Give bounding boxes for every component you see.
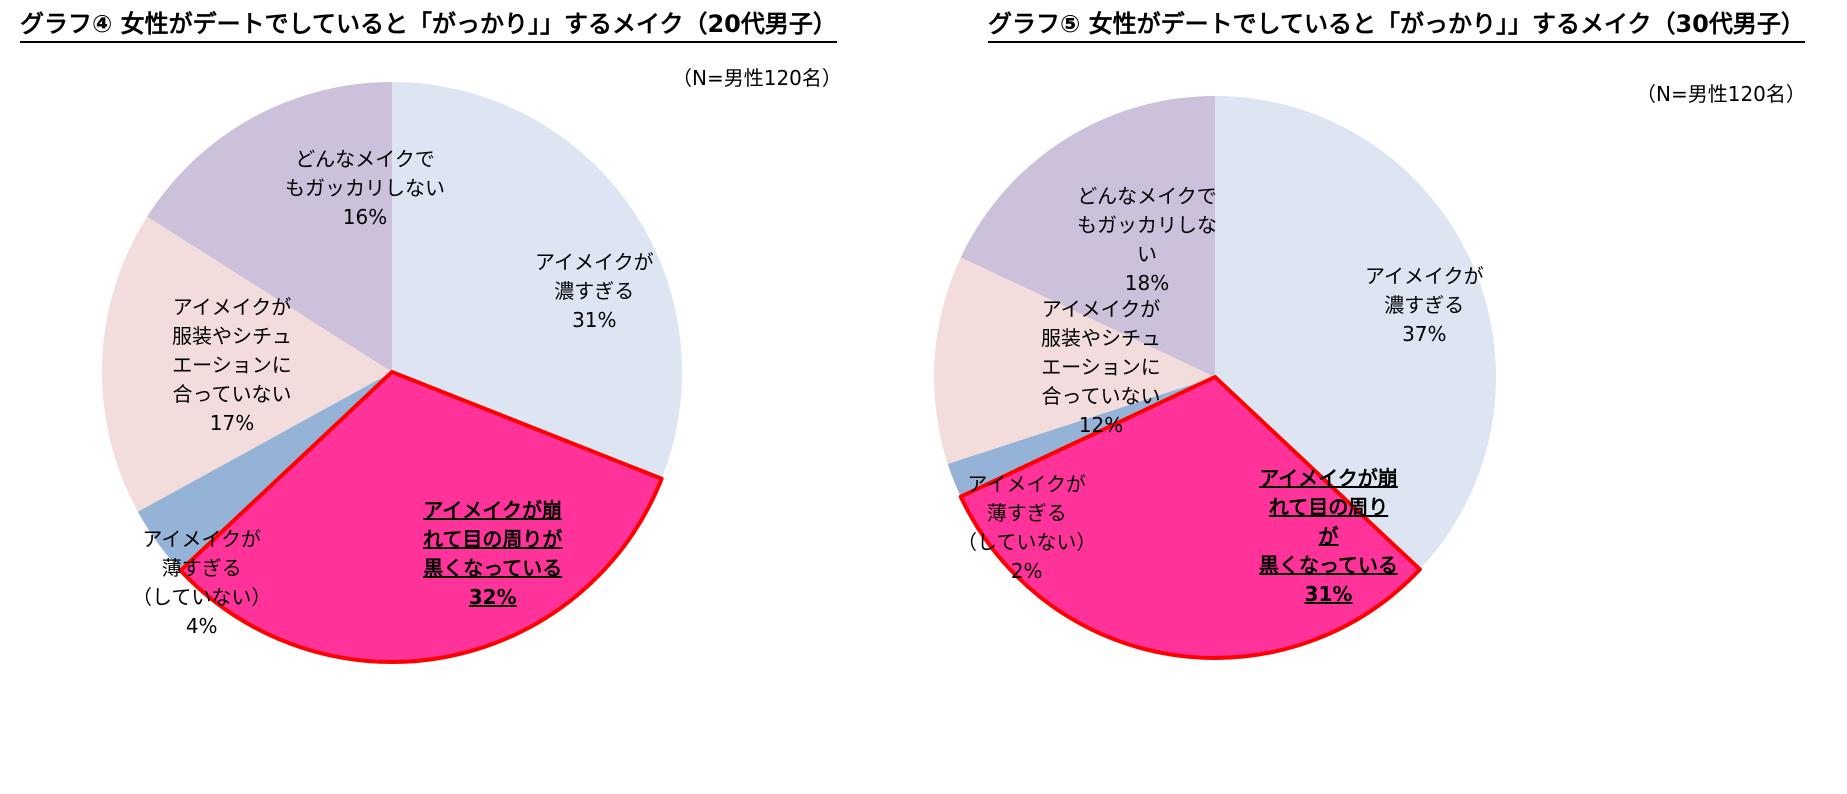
slice-label-never-disappointed: どんなメイクで もガッカリしない 18% bbox=[1077, 182, 1217, 298]
slice-value-label: 16% bbox=[342, 205, 388, 229]
slice-label-line: 濃すぎる bbox=[1384, 293, 1465, 317]
slice-label-line: アイメイクが bbox=[172, 295, 292, 319]
slice-label-eye-makeup-too-light: アイメイクが 薄すぎる （していない） 4% bbox=[132, 525, 271, 641]
slice-label-line: れて目の周りが bbox=[423, 527, 563, 551]
chart-panel-20s: グラフ④ 女性がデートでしていると「がっかり」」するメイク（20代男子） （N=… bbox=[0, 0, 923, 794]
slice-label-line: 服装やシチュ bbox=[172, 324, 292, 348]
slice-label-line: アイメイクが崩 bbox=[423, 498, 562, 522]
slice-label-line: 濃すぎる bbox=[554, 279, 635, 303]
pie-slice-makeup-mismatch bbox=[933, 257, 1215, 464]
slice-value-label: 32% bbox=[468, 585, 517, 609]
sample-size-note-30s: （N=男性120名） bbox=[1636, 82, 1806, 106]
slice-label-line: が bbox=[1318, 524, 1339, 548]
pie-slice-eye-makeup-too-heavy bbox=[1215, 96, 1497, 570]
slice-label-eye-makeup-smudged: アイメイクが崩 れて目の周りが 黒くなっている 32% bbox=[423, 496, 562, 612]
slice-label-line: アイメイクが bbox=[535, 250, 654, 274]
pie-slice-never-disappointed bbox=[147, 81, 392, 372]
slice-label-line: 合っていない bbox=[1041, 384, 1161, 408]
slice-label-line: 合っていない bbox=[172, 382, 292, 406]
slice-label-never-disappointed: どんなメイクで もガッカリしない 16% bbox=[285, 145, 445, 232]
slice-value-label: 18% bbox=[1124, 271, 1170, 295]
slice-label-line: 服装やシチュ bbox=[1041, 326, 1161, 350]
slice-label-eye-makeup-smudged: アイメイクが崩 れて目の周りが黒くなっている 31% bbox=[1259, 464, 1398, 609]
slice-label-line: アイメイクが bbox=[967, 472, 1086, 496]
slice-label-eye-makeup-too-heavy: アイメイクが 濃すぎる 37% bbox=[1365, 262, 1484, 349]
slice-label-makeup-mismatch: アイメイクが 服装やシチュ エーションに 合っていない 17% bbox=[172, 293, 292, 438]
slice-label-line: どんなメイクで bbox=[1077, 184, 1217, 208]
slice-label-line: アイメイクが bbox=[1365, 264, 1484, 288]
pie-slice-eye-makeup-too-heavy bbox=[392, 81, 683, 479]
slice-label-line: （していない） bbox=[132, 585, 272, 609]
pie-slice-makeup-mismatch bbox=[101, 216, 392, 512]
slice-value-label: 31% bbox=[1304, 582, 1353, 606]
slice-label-line: 薄すぎる bbox=[986, 501, 1067, 525]
pie-chart-30s bbox=[933, 96, 1497, 660]
pie-chart-20s bbox=[101, 81, 683, 665]
slice-label-line: もガッカリしな bbox=[1077, 213, 1217, 237]
chart-panel-30s: グラフ⑤ 女性がデートでしていると「がっかり」」するメイク（30代男子） （N=… bbox=[923, 0, 1846, 794]
slice-label-makeup-mismatch: アイメイクが 服装やシチュ エーションに 合っていない 12% bbox=[1041, 295, 1161, 440]
slice-label-line: エーションに bbox=[1041, 355, 1161, 379]
slice-value-label: 4% bbox=[185, 614, 218, 638]
slice-value-label: 31% bbox=[572, 308, 617, 332]
slice-value-label: 37% bbox=[1402, 322, 1447, 346]
pie-slice-eye-makeup-smudged bbox=[178, 370, 664, 665]
slice-label-line: アイメイクが崩 bbox=[1259, 466, 1398, 490]
slice-label-eye-makeup-too-light: アイメイクが 薄すぎる （していない） 2% bbox=[957, 470, 1096, 586]
slice-value-label: 17% bbox=[209, 411, 255, 435]
chart-title-30s: グラフ⑤ 女性がデートでしていると「がっかり」」するメイク（30代男子） bbox=[988, 10, 1805, 43]
slice-label-line: エーションに bbox=[172, 353, 292, 377]
slice-value-label: 2% bbox=[1010, 559, 1043, 583]
slice-label-line: 黒くなっている bbox=[423, 556, 563, 580]
slice-label-eye-makeup-too-heavy: アイメイクが 濃すぎる 31% bbox=[535, 248, 654, 335]
sample-size-note-20s: （N=男性120名） bbox=[672, 66, 842, 90]
pie-slice-eye-makeup-smudged bbox=[958, 375, 1422, 660]
slice-label-line: アイメイクが bbox=[142, 527, 261, 551]
pie-slice-eye-makeup-too-light bbox=[137, 372, 392, 571]
slice-label-line: どんなメイクで bbox=[295, 147, 435, 171]
pie-slice-never-disappointed bbox=[960, 96, 1215, 377]
slice-value-label: 12% bbox=[1078, 413, 1124, 437]
slice-label-line: れて目の周り bbox=[1268, 495, 1389, 519]
slice-label-line: （していない） bbox=[957, 530, 1097, 554]
slice-label-line: もガッカリしない bbox=[285, 176, 445, 200]
slice-label-line: 黒くなっている bbox=[1259, 553, 1398, 577]
slice-label-line: アイメイクが bbox=[1041, 297, 1161, 321]
chart-title-20s: グラフ④ 女性がデートでしていると「がっかり」」するメイク（20代男子） bbox=[20, 10, 837, 43]
slice-label-line: 薄すぎる bbox=[161, 556, 242, 580]
slice-label-line: い bbox=[1137, 242, 1157, 266]
